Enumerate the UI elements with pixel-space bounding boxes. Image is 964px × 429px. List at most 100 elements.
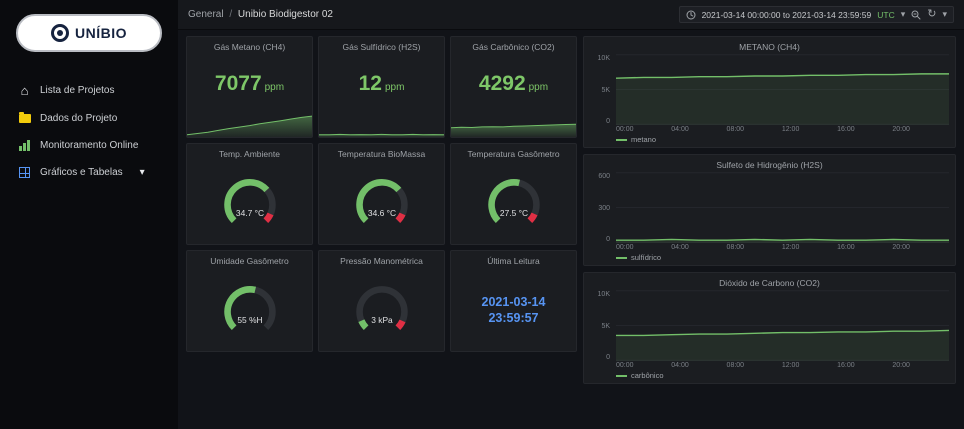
time-range-text[interactable]: 2021-03-14 00:00:00 to 2021-03-14 23:59:… [701,9,872,20]
chart-body: 10K 5K 0 [590,290,949,361]
refresh-icon[interactable]: ↻ [927,8,937,20]
timezone-label[interactable]: UTC [877,9,895,20]
dashboard: Gás Metano (CH4) 7077 ppm Gás Sulfídrico… [178,30,964,429]
y-tick: 5K [601,322,610,330]
svg-text:3 kPa: 3 kPa [371,315,393,325]
legend-label[interactable]: sulfídrico [631,253,662,262]
gauge: 27.5 °C [451,161,576,244]
time-series-plot[interactable] [616,290,949,361]
chart-panel-sulfeto: Sulfeto de Hidrogênio (H2S) 600 300 0 0 0… [583,154,956,266]
stat-value: 7077 ppm [187,54,312,113]
time-series-plot[interactable] [616,172,949,243]
y-tick: 300 [598,204,610,212]
x-tick: 04:00 [671,362,689,369]
sidebar-item-dados-do-projeto[interactable]: Dados do Projeto [0,105,178,132]
y-axis: 600 300 0 [590,172,612,243]
legend-label[interactable]: metano [631,135,657,144]
legend-swatch [616,256,627,259]
unibio-logo-icon [51,24,69,42]
y-tick: 0 [606,354,610,361]
sidebar-item-monitoramento-online[interactable]: Monitoramento Online [0,132,178,159]
time-range-picker[interactable]: 2021-03-14 00:00:00 to 2021-03-14 23:59:… [678,6,954,23]
y-axis: 10K 5K 0 [590,54,612,125]
panel-title[interactable]: Gás Sulfídrico (H2S) [342,42,421,52]
stat-value: 4292 ppm [451,54,576,113]
last-reading-time: 23:59:57 [488,310,539,325]
top-bar: General / Unibio Biodigestor 02 2021-03-… [178,0,964,30]
stat-number: 4292 [478,71,526,95]
panel-title[interactable]: Temp. Ambiente [219,149,280,159]
zoom-out-icon[interactable] [911,10,921,20]
y-tick: 5K [601,86,610,94]
x-tick: 08:00 [726,244,745,251]
x-tick: 04:00 [671,244,689,251]
refresh-interval-chevron-icon[interactable]: ▾ [942,9,947,19]
chevron-down-icon[interactable]: ▾ [900,9,906,19]
folder-icon [18,112,31,123]
panel-title[interactable]: Gás Carbônico (CO2) [472,42,555,52]
sidebar: UNÍBIO ⌂ Lista de Projetos Dados do Proj… [0,0,178,429]
panel-title[interactable]: Última Leitura [487,256,540,266]
stat-number: 12 [358,71,382,95]
legend-swatch [616,138,627,141]
clock-icon[interactable] [686,10,696,20]
sidebar-item-lista-de-projetos[interactable]: ⌂ Lista de Projetos [0,76,178,105]
chart-body: 600 300 0 [590,172,949,243]
panel-title[interactable]: Temperatura Gasômetro [467,149,560,159]
svg-text:34.6 °C: 34.6 °C [367,208,395,218]
legend-item[interactable]: sulfídrico [616,252,949,263]
x-tick: 00:00 [616,362,634,369]
sidebar-item-graficos-e-tabelas[interactable]: Gráficos e Tabelas ▾ [0,159,178,186]
legend-item[interactable]: carbônico [616,370,949,381]
legend-label[interactable]: carbônico [631,371,664,380]
panel-title[interactable]: METANO (CH4) [739,42,800,52]
sidebar-item-label: Monitoramento Online [40,140,139,151]
x-tick: 20:00 [892,126,910,133]
chevron-down-icon[interactable]: ▾ [139,167,145,178]
panel-title[interactable]: Pressão Manométrica [340,256,423,266]
panel-title[interactable]: Sulfeto de Hidrogênio (H2S) [716,160,823,170]
time-series-plot[interactable] [616,54,949,125]
legend-swatch [616,374,627,377]
breadcrumb-root[interactable]: General [188,9,224,20]
unibio-logo-text: UNÍBIO [75,25,127,41]
y-tick: 10K [597,55,610,62]
table-icon [18,167,31,178]
y-tick: 0 [606,118,610,125]
x-tick: 16:00 [837,126,855,133]
bar-chart-icon [18,140,31,151]
gauge-panel-pressao-manometrica: Pressão Manométrica 3 kPa [318,250,445,352]
svg-text:34.7 °C: 34.7 °C [235,208,263,218]
stat-panel-gas-sulfidrico: Gás Sulfídrico (H2S) 12 ppm [318,36,445,138]
svg-text:27.5 °C: 27.5 °C [499,208,527,218]
y-axis: 10K 5K 0 [590,290,612,361]
stat-unit: ppm [528,81,549,93]
x-tick: 08:00 [726,362,745,369]
sidebar-item-label: Lista de Projetos [40,85,115,96]
x-tick: 08:00 [726,126,745,133]
y-tick: 0 [606,236,610,243]
x-axis: 00:00 04:00 08:00 12:00 16:00 20:00 [616,361,949,370]
last-reading-date: 2021-03-14 [481,294,546,309]
stat-number: 7077 [214,71,262,95]
panel-title[interactable]: Gás Metano (CH4) [213,42,286,52]
sparkline [319,113,444,137]
gauge: 34.7 °C [187,161,312,244]
panel-title[interactable]: Temperatura BioMassa [337,149,426,159]
x-tick: 00:00 [616,126,634,133]
main-area: General / Unibio Biodigestor 02 2021-03-… [178,0,964,429]
stats-grid: Gás Metano (CH4) 7077 ppm Gás Sulfídrico… [186,36,577,352]
unibio-logo[interactable]: UNÍBIO [16,14,162,52]
charts-column: METANO (CH4) 10K 5K 0 00:00 04:00 08:00 12:… [583,36,956,384]
breadcrumb-page[interactable]: Unibio Biodigestor 02 [237,9,333,20]
panel-title[interactable]: Umidade Gasômetro [210,256,289,266]
x-tick: 16:00 [837,362,855,369]
panel-title[interactable]: Dióxido de Carbono (CO2) [719,278,820,288]
x-tick: 16:00 [837,244,855,251]
gauge: 34.6 °C [319,161,444,244]
legend-item[interactable]: metano [616,134,949,145]
gauge-panel-temperatura-gasometro: Temperatura Gasômetro 27.5 °C [450,143,577,245]
breadcrumb[interactable]: General / Unibio Biodigestor 02 [188,9,333,20]
chart-body: 10K 5K 0 [590,54,949,125]
